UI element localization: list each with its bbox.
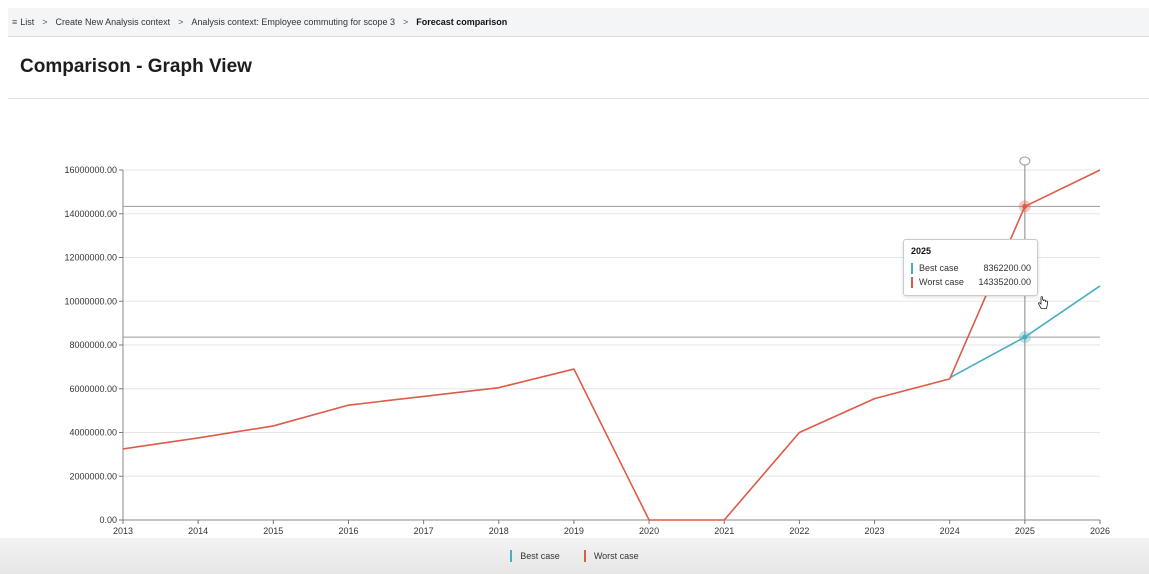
x-tick-label: 2018 (489, 526, 509, 536)
breadcrumb-item-analysis-context[interactable]: Analysis context: Employee commuting for… (191, 17, 395, 27)
crosshair-handle-icon (1019, 156, 1031, 166)
tooltip-swatch-best-case (911, 262, 913, 274)
header-divider (8, 98, 1149, 99)
highlight-point-best-case (1022, 334, 1028, 340)
x-tick-label: 2014 (188, 526, 208, 536)
hand-cursor-icon (1038, 296, 1048, 309)
legend-swatch-best-case (510, 550, 513, 562)
tooltip-series-name: Worst case (919, 277, 964, 287)
y-tick-label: 14000000.00 (64, 209, 117, 219)
legend-label: Worst case (593, 551, 639, 561)
y-tick-label: 10000000.00 (64, 296, 117, 306)
chart-crosshair (123, 156, 1100, 520)
y-tick-label: 12000000.00 (64, 253, 117, 263)
menu-icon[interactable]: ≡ (12, 17, 18, 27)
y-tick-label: 2000000.00 (69, 471, 117, 481)
y-tick-label: 16000000.00 (64, 165, 117, 175)
x-tick-label: 2021 (714, 526, 734, 536)
legend-item-best-case[interactable]: Best case (510, 550, 560, 562)
tooltip-row-best-case: Best case 8362200.00 (911, 262, 1035, 274)
breadcrumb-item-forecast-comparison: Forecast comparison (416, 17, 508, 27)
legend-label: Best case (520, 551, 560, 561)
tooltip-title: 2025 (911, 246, 932, 256)
tooltip-series-name: Best case (919, 263, 959, 273)
tooltip-series-value: 8362200.00 (983, 263, 1031, 273)
y-tick-label: 4000000.00 (69, 428, 117, 438)
x-tick-label: 2022 (789, 526, 809, 536)
breadcrumb-separator: > (42, 17, 48, 27)
breadcrumb-separator: > (178, 17, 184, 27)
chart-tooltip: 2025 Best case 8362200.00 Worst case 143… (903, 239, 1038, 296)
breadcrumb-item-create-analysis-context[interactable]: Create New Analysis context (55, 17, 171, 27)
breadcrumb-separator: > (402, 17, 409, 27)
x-tick-label: 2017 (414, 526, 434, 536)
legend-swatch-worst-case (583, 550, 586, 562)
legend-item-worst-case[interactable]: Worst case (583, 550, 639, 562)
x-tick-label: 2015 (263, 526, 283, 536)
y-tick-label: 6000000.00 (69, 384, 117, 394)
x-tick-label: 2019 (564, 526, 584, 536)
x-tick-label: 2025 (1015, 526, 1035, 536)
tooltip-row-worst-case: Worst case 14335200.00 (911, 276, 1035, 288)
x-tick-label: 2020 (639, 526, 659, 536)
tooltip-swatch-worst-case (911, 276, 913, 288)
breadcrumb-item-list[interactable]: List (20, 17, 35, 27)
x-tick-label: 2026 (1090, 526, 1110, 536)
x-tick-label: 2023 (865, 526, 885, 536)
y-tick-label: 0.00 (99, 515, 117, 525)
highlight-point-worst-case (1022, 203, 1028, 209)
y-tick-label: 8000000.00 (69, 340, 117, 350)
breadcrumb: ≡ List > Create New Analysis context > A… (8, 8, 1149, 37)
chart-grid (123, 169, 1100, 521)
chart-legend: Best case Worst case (0, 538, 1149, 574)
chart-markers (1018, 200, 1031, 344)
page-title: Comparison - Graph View (20, 56, 252, 77)
tooltip-series-value: 14335200.00 (978, 277, 1031, 287)
chart-axes: 0.00 2000000.00 4000000.00 6000000.00 800000… (64, 165, 1110, 536)
x-tick-label: 2016 (338, 526, 358, 536)
x-tick-label: 2013 (113, 526, 133, 536)
x-tick-label: 2024 (940, 526, 960, 536)
series-line-worst-case (122, 169, 1101, 521)
